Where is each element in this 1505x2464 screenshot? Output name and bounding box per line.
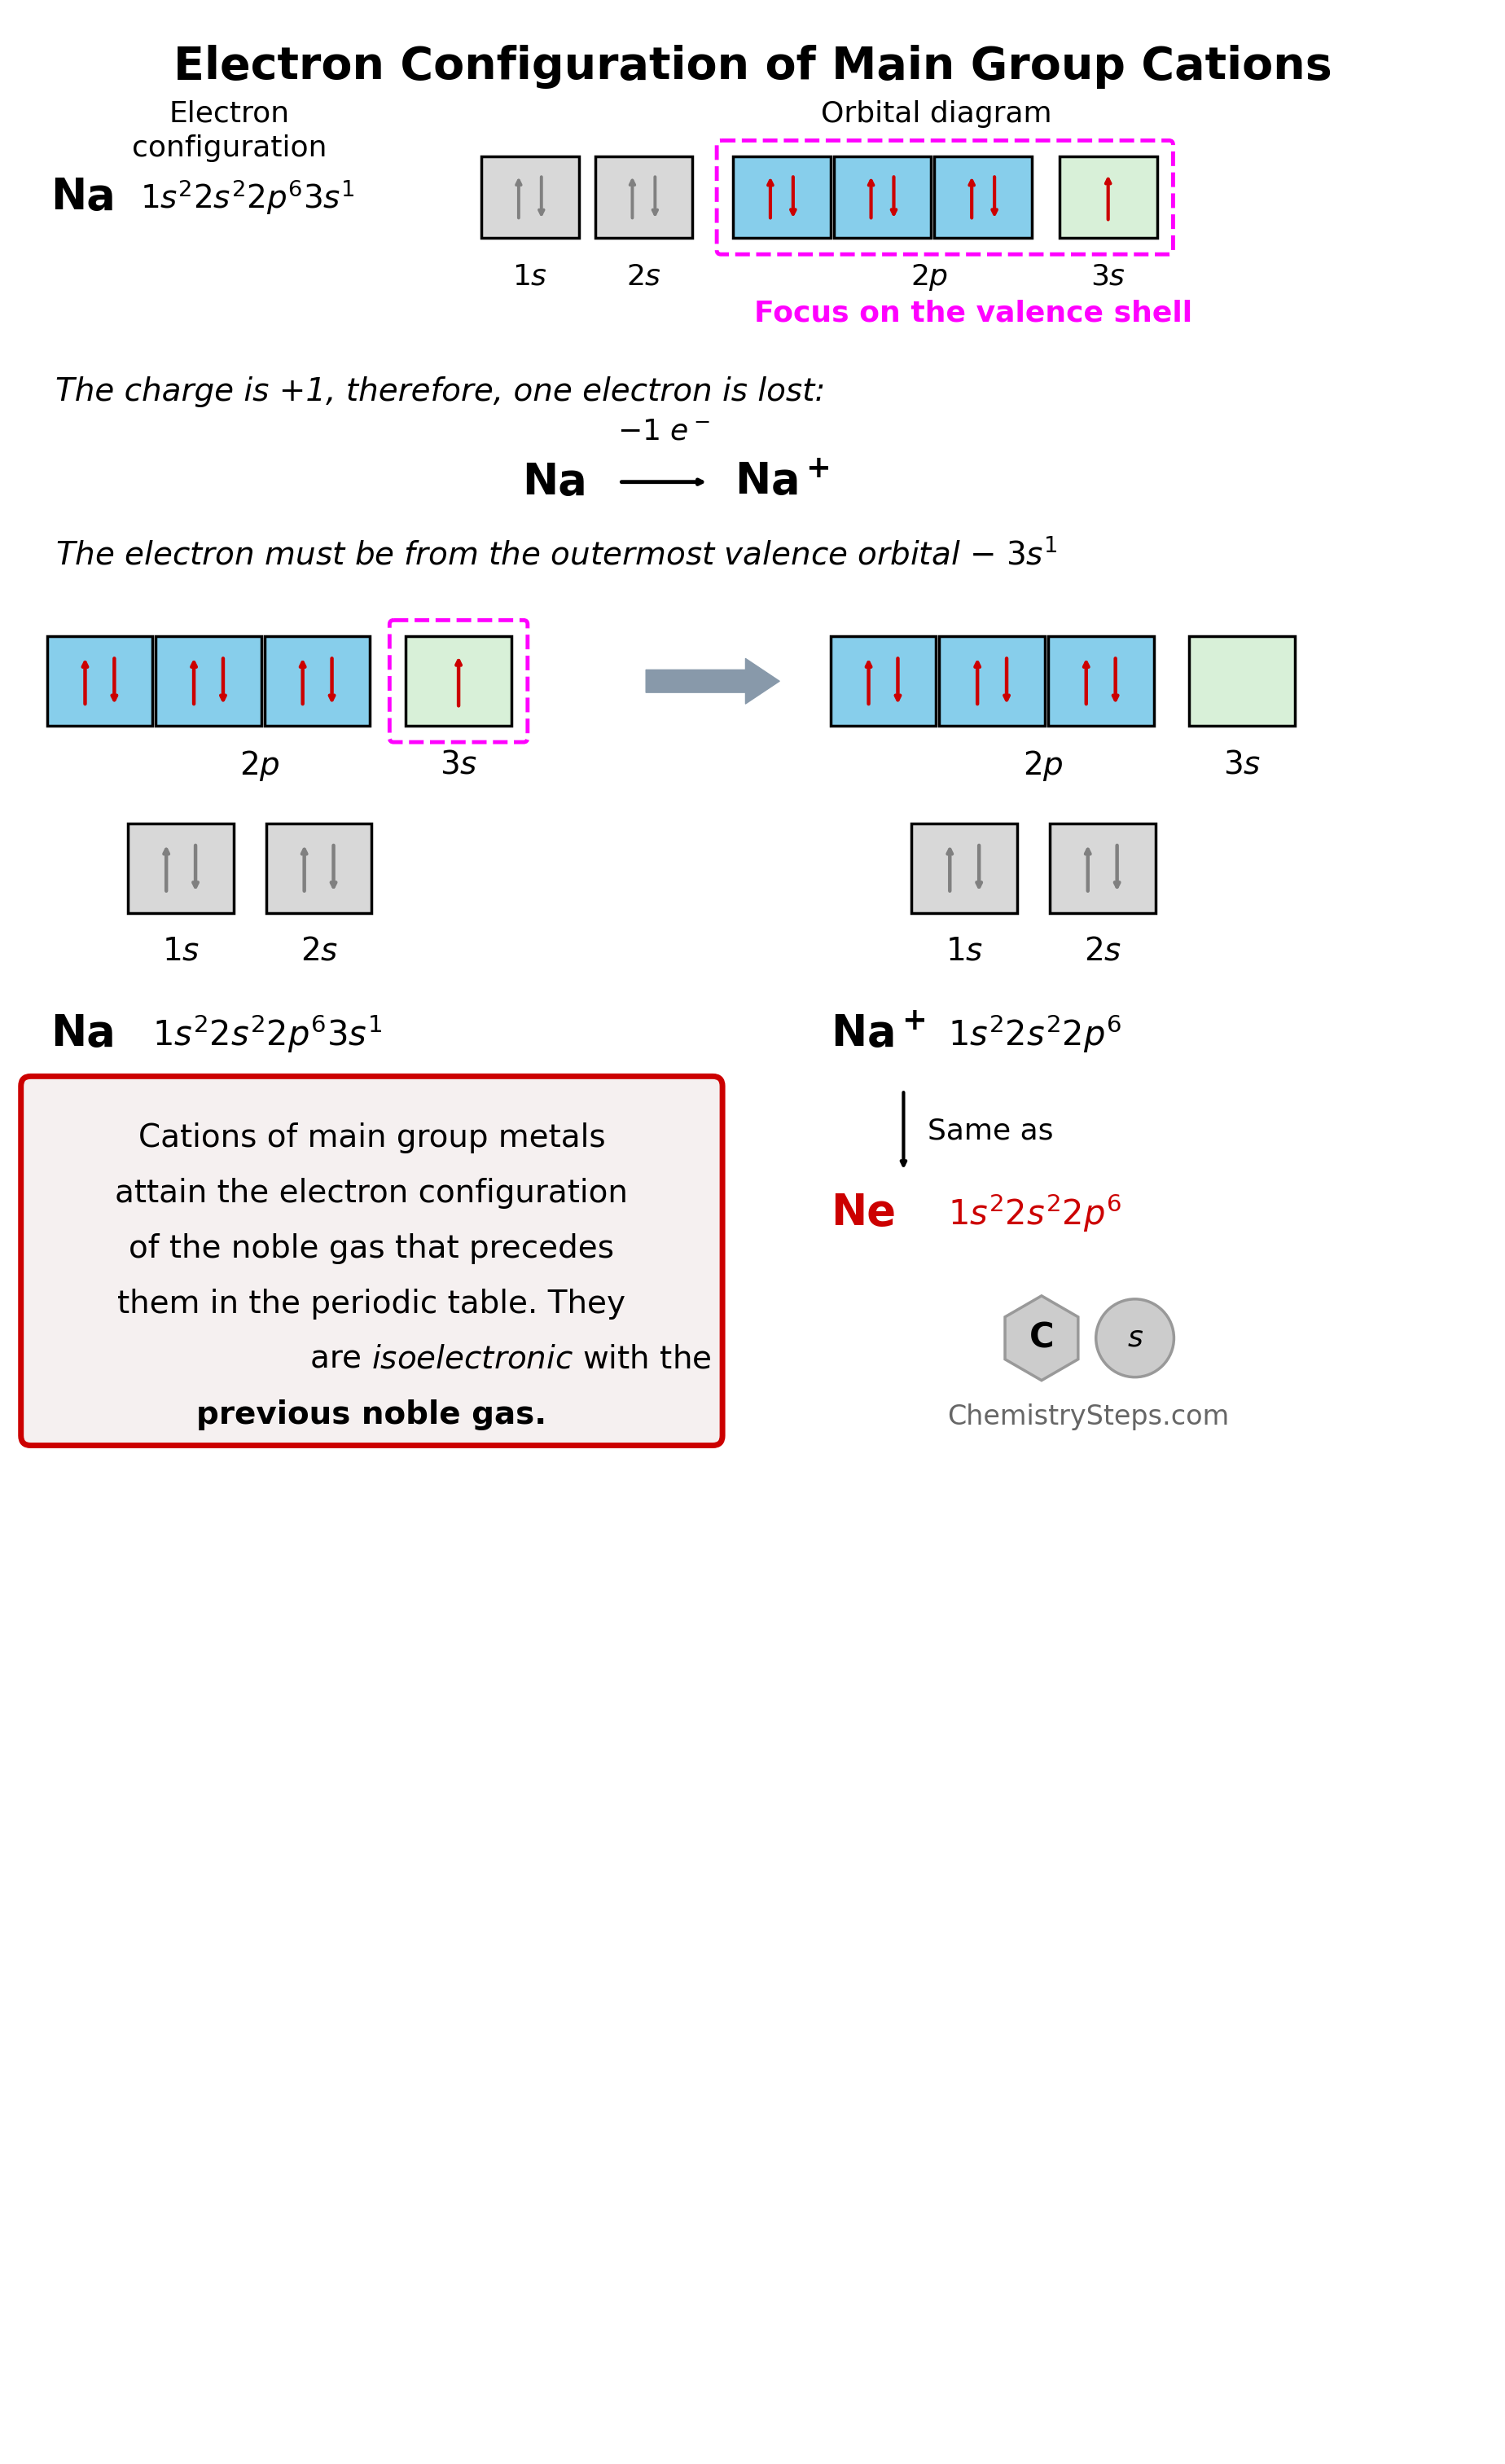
Circle shape [1096,1299,1174,1377]
Text: Same as: Same as [927,1116,1054,1146]
Text: The electron must be from the outermost valence orbital $-$ $3s^1$: The electron must be from the outermost … [56,540,1057,572]
Text: Orbital diagram: Orbital diagram [820,101,1050,128]
FancyBboxPatch shape [21,1077,722,1446]
Text: Cations of main group metals: Cations of main group metals [138,1124,605,1153]
Text: Na: Na [522,461,587,503]
Bar [829,636,936,727]
Bar [1047,636,1153,727]
Text: $2s$: $2s$ [299,936,337,966]
Bar [911,823,1017,912]
Bar [482,158,578,239]
Text: Na: Na [51,177,116,219]
Text: $3s$: $3s$ [1222,749,1260,779]
Bar [733,158,829,239]
Text: Electron Configuration of Main Group Cations: Electron Configuration of Main Group Cat… [173,44,1330,89]
Text: s: s [1127,1323,1142,1353]
Bar [834,158,930,239]
Bar [594,158,692,239]
Text: The charge is +1, therefore, one electron is lost:: The charge is +1, therefore, one electro… [56,377,825,407]
Text: $2p$: $2p$ [1022,749,1063,784]
Bar [935,158,1031,239]
Text: $1s^22s^22p^6$: $1s^22s^22p^6$ [948,1013,1121,1055]
Text: $1s^22s^22p^6$: $1s^22s^22p^6$ [948,1193,1121,1234]
Text: attain the electron configuration: attain the electron configuration [116,1178,628,1210]
Bar [265,636,370,727]
Bar [155,636,262,727]
Text: of the noble gas that precedes: of the noble gas that precedes [129,1232,614,1264]
Text: $1s$: $1s$ [512,264,548,291]
Text: $1s$: $1s$ [163,936,200,966]
Text: C: C [1028,1321,1054,1355]
Bar [1060,158,1156,239]
Bar [266,823,372,912]
Text: $2s$: $2s$ [626,264,661,291]
Bar [128,823,233,912]
Text: $1s^22s^22p^63s^1$: $1s^22s^22p^63s^1$ [152,1013,382,1055]
Text: $\mathbf{Na^+}$: $\mathbf{Na^+}$ [734,461,829,503]
Text: $2p$: $2p$ [911,264,948,293]
Bar [405,636,512,727]
Text: $1s$: $1s$ [945,936,983,966]
Text: previous noble gas.: previous noble gas. [197,1400,546,1429]
Text: $3s$: $3s$ [1090,264,1126,291]
Text: Electron
configuration: Electron configuration [132,101,327,163]
Text: $2s$: $2s$ [1084,936,1121,966]
Bar [47,636,152,727]
Bar [1189,636,1294,727]
Text: Na: Na [51,1013,116,1055]
Bar [1049,823,1154,912]
FancyArrowPatch shape [646,658,780,705]
Text: $3s$: $3s$ [439,749,477,779]
Text: are: are [310,1343,372,1375]
Text: Ne: Ne [829,1193,895,1234]
Bar [939,636,1044,727]
Text: $2p$: $2p$ [239,749,280,784]
Text: ChemistrySteps.com: ChemistrySteps.com [947,1402,1228,1429]
Text: $\mathbf{Na^+}$: $\mathbf{Na^+}$ [829,1013,924,1055]
Text: $\mathbf{\it{isoelectronic}}$ with the: $\mathbf{\it{isoelectronic}}$ with the [372,1343,712,1375]
Text: Focus on the valence shell: Focus on the valence shell [754,298,1192,328]
Text: $1s^22s^22p^63s^1$: $1s^22s^22p^63s^1$ [140,177,355,217]
Text: $-1\ e^-$: $-1\ e^-$ [617,419,710,446]
Text: them in the periodic table. They: them in the periodic table. They [117,1289,626,1318]
